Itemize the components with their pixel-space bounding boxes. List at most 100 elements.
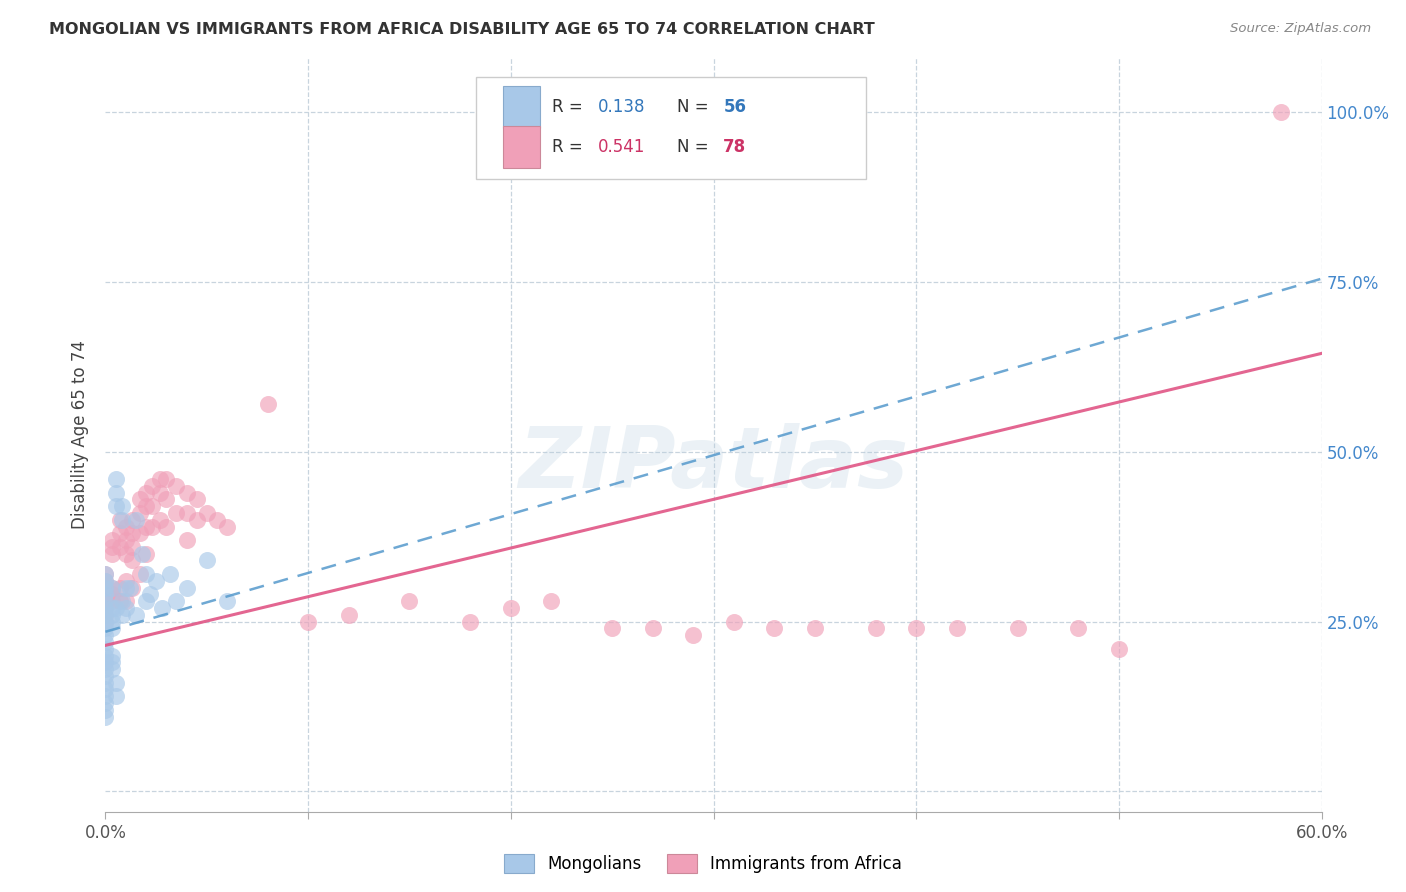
- Point: [94, 581, 117, 595]
- Point: [100, 581, 122, 595]
- Point: [114, 574, 136, 588]
- Point: [100, 587, 122, 601]
- Point: [100, 615, 122, 629]
- Point: [149, 485, 172, 500]
- Point: [94, 682, 117, 697]
- Point: [217, 519, 239, 533]
- Point: [100, 607, 122, 622]
- Point: [155, 472, 177, 486]
- Text: 78: 78: [723, 138, 747, 156]
- Point: [155, 492, 177, 507]
- Point: [118, 581, 141, 595]
- Point: [135, 547, 157, 561]
- Point: [141, 499, 163, 513]
- Point: [94, 607, 117, 622]
- Text: 56: 56: [723, 98, 747, 116]
- Point: [1067, 621, 1090, 635]
- Point: [1007, 621, 1029, 635]
- Point: [159, 567, 181, 582]
- Point: [94, 648, 117, 663]
- Point: [100, 581, 122, 595]
- FancyBboxPatch shape: [477, 77, 866, 178]
- Point: [94, 581, 117, 595]
- Point: [94, 587, 117, 601]
- Point: [121, 540, 143, 554]
- Text: 0.138: 0.138: [598, 98, 645, 116]
- Bar: [503, 126, 540, 168]
- Point: [149, 513, 172, 527]
- Point: [804, 621, 827, 635]
- Legend: Mongolians, Immigrants from Africa: Mongolians, Immigrants from Africa: [498, 847, 908, 880]
- Point: [114, 547, 136, 561]
- Point: [104, 690, 127, 704]
- Point: [94, 574, 117, 588]
- Point: [104, 601, 127, 615]
- Point: [100, 540, 122, 554]
- Point: [94, 601, 117, 615]
- Point: [139, 587, 162, 601]
- Point: [125, 607, 148, 622]
- Point: [165, 594, 187, 608]
- Point: [94, 594, 117, 608]
- Point: [131, 547, 153, 561]
- Point: [104, 675, 127, 690]
- Point: [94, 615, 117, 629]
- Point: [94, 601, 117, 615]
- Point: [176, 506, 198, 520]
- Point: [1270, 105, 1292, 120]
- Point: [121, 526, 143, 541]
- Point: [114, 533, 136, 547]
- Text: MONGOLIAN VS IMMIGRANTS FROM AFRICA DISABILITY AGE 65 TO 74 CORRELATION CHART: MONGOLIAN VS IMMIGRANTS FROM AFRICA DISA…: [49, 22, 875, 37]
- Point: [114, 594, 136, 608]
- Point: [217, 594, 239, 608]
- Point: [176, 485, 198, 500]
- Point: [94, 635, 117, 649]
- Point: [141, 479, 163, 493]
- Text: N =: N =: [678, 98, 714, 116]
- Point: [135, 485, 157, 500]
- Point: [165, 479, 187, 493]
- Point: [129, 506, 152, 520]
- Point: [129, 567, 152, 582]
- Point: [100, 662, 122, 676]
- Point: [149, 472, 172, 486]
- Point: [186, 492, 208, 507]
- Point: [100, 533, 122, 547]
- Point: [111, 607, 134, 622]
- Point: [256, 397, 278, 411]
- Point: [125, 513, 148, 527]
- Point: [195, 553, 218, 567]
- Text: Source: ZipAtlas.com: Source: ZipAtlas.com: [1230, 22, 1371, 36]
- Point: [176, 581, 198, 595]
- Point: [108, 540, 131, 554]
- Point: [94, 703, 117, 717]
- Text: R =: R =: [551, 98, 588, 116]
- Point: [458, 615, 481, 629]
- Point: [108, 594, 131, 608]
- Point: [94, 656, 117, 670]
- Point: [94, 621, 117, 635]
- Point: [100, 601, 122, 615]
- Text: R =: R =: [551, 138, 588, 156]
- Point: [141, 519, 163, 533]
- Point: [94, 567, 117, 582]
- Point: [186, 513, 208, 527]
- Point: [104, 485, 127, 500]
- Point: [114, 601, 136, 615]
- Point: [94, 662, 117, 676]
- Point: [94, 628, 117, 642]
- Point: [108, 513, 131, 527]
- Point: [121, 513, 143, 527]
- Point: [155, 519, 177, 533]
- Point: [129, 526, 152, 541]
- Point: [94, 615, 117, 629]
- Point: [111, 499, 134, 513]
- Point: [205, 513, 228, 527]
- Point: [94, 567, 117, 582]
- Point: [176, 533, 198, 547]
- Point: [114, 581, 136, 595]
- Point: [100, 648, 122, 663]
- Point: [865, 621, 887, 635]
- Point: [135, 567, 157, 582]
- Point: [150, 601, 173, 615]
